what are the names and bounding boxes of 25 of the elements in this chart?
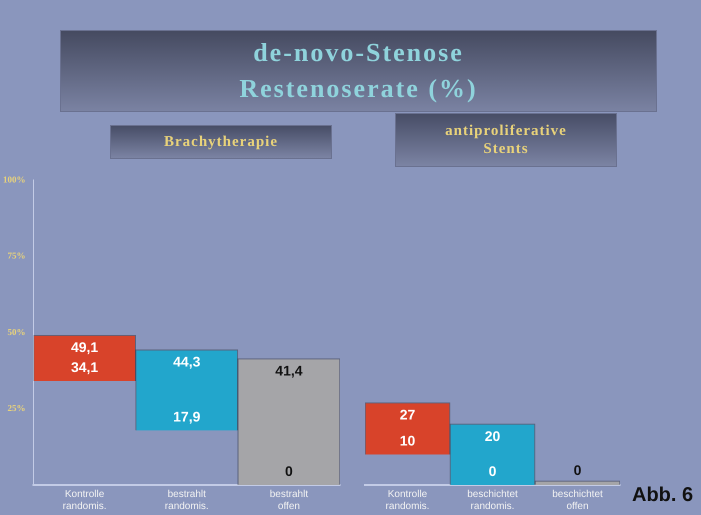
y-tick-label: 100% [3, 174, 26, 184]
annotation: 41,4 [275, 362, 303, 379]
chart-subtitle: antiproliferative Stents [395, 113, 617, 167]
x-tick-label: bestrahlt offen [270, 488, 308, 512]
y-tick-label: 50% [8, 326, 26, 337]
annotation: 49,1 [70, 339, 98, 356]
annotation: 34,1 [70, 358, 98, 375]
x-tick-label: bestrahlt randomis. [164, 488, 209, 512]
annotation: 17,9 [173, 408, 201, 424]
annotation: 0 [488, 462, 497, 479]
annotation: 20 [484, 428, 500, 444]
annotation: 10 [400, 432, 416, 448]
x-tick-label: beschichtet offen [552, 488, 604, 512]
chart-title: de-novo-Stenose Restenoserate (%) [60, 30, 657, 112]
annotation: 27 [400, 406, 416, 423]
annotation: 44,3 [173, 354, 201, 370]
annotation: 0 [574, 462, 582, 478]
x-tick-label: Kontrolle randomis. [386, 488, 430, 512]
annotation: 0 [285, 462, 294, 479]
y-tick-label: 25% [8, 403, 26, 414]
x-tick-label: Kontrolle randomis. [62, 488, 107, 512]
caption: Abb. 6 [632, 484, 694, 507]
x-tick-label: beschichtet randomis. [467, 488, 518, 512]
y-tick-label: 75% [8, 250, 26, 261]
chart-subtitle: Brachytherapie [110, 125, 332, 159]
